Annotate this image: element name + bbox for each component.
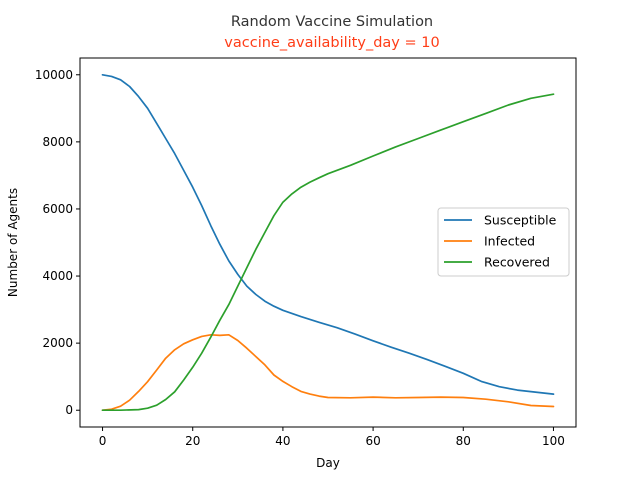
x-tick-label: 40: [275, 434, 290, 448]
x-tick-label: 20: [185, 434, 200, 448]
x-axis-label: Day: [316, 456, 340, 470]
y-tick-label: 10000: [35, 68, 73, 82]
legend-label-infected: Infected: [484, 234, 535, 249]
chart-subtitle: vaccine_availability_day = 10: [224, 35, 439, 51]
y-tick-label: 0: [65, 403, 73, 417]
x-tick-label: 60: [365, 434, 380, 448]
legend-box: [437, 207, 570, 277]
y-axis-label: Number of Agents: [6, 188, 20, 297]
chart-title: Random Vaccine Simulation: [231, 14, 433, 30]
y-axis: 0 2000 4000 6000 8000 10000: [35, 68, 80, 417]
series-lines: [101, 73, 555, 412]
y-tick-label: 8000: [42, 135, 73, 149]
series-line-infected: [101, 333, 555, 412]
y-tick-label: 4000: [42, 269, 73, 283]
x-tick-label: 100: [542, 434, 565, 448]
legend-label-recovered: Recovered: [484, 255, 550, 270]
series-line-susceptible: [101, 73, 555, 395]
y-tick-label: 2000: [42, 336, 73, 350]
axes-frame: [79, 57, 577, 428]
x-tick-label: 0: [99, 434, 107, 448]
series-line-recovered: [101, 93, 555, 412]
legend-label-susceptible: Susceptible: [484, 213, 557, 228]
x-axis: 0 20 40 60 80 100: [99, 427, 565, 448]
legend: Susceptible Infected Recovered: [437, 207, 570, 277]
x-tick-label: 80: [456, 434, 471, 448]
y-tick-label: 6000: [42, 202, 73, 216]
